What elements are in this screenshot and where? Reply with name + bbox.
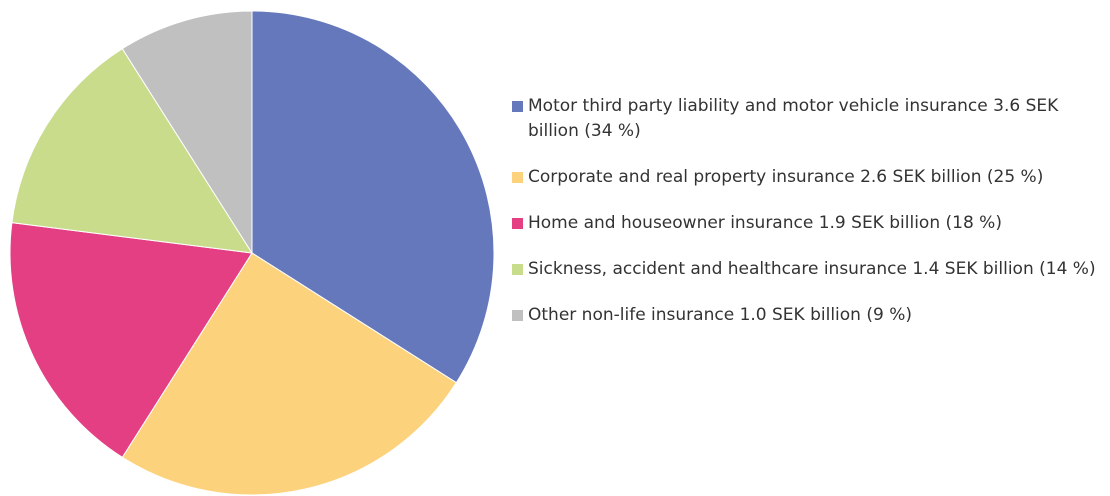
legend: Motor third party liability and motor ve… <box>512 94 1104 349</box>
pie-slice <box>121 10 253 255</box>
legend-item: Home and houseowner insurance 1.9 SEK bi… <box>512 211 1104 236</box>
legend-item: Corporate and real property insurance 2.… <box>512 165 1104 190</box>
legend-swatch <box>512 264 523 275</box>
pie-slice <box>9 222 253 459</box>
legend-swatch <box>512 218 523 229</box>
legend-item: Motor third party liability and motor ve… <box>512 94 1104 144</box>
pie-slice <box>11 47 253 254</box>
legend-item: Other non-life insurance 1.0 SEK billion… <box>512 303 1104 328</box>
legend-swatch <box>512 172 523 183</box>
chart <box>9 10 495 496</box>
pie-slice <box>121 252 458 496</box>
pie-slice <box>251 10 495 384</box>
legend-label: Corporate and real property insurance 2.… <box>528 167 1044 187</box>
legend-item: Sickness, accident and healthcare insura… <box>512 257 1104 282</box>
legend-swatch <box>512 310 523 321</box>
legend-label: Sickness, accident and healthcare insura… <box>528 259 1096 279</box>
legend-label: Home and houseowner insurance 1.9 SEK bi… <box>528 213 1002 233</box>
legend-label: Other non-life insurance 1.0 SEK billion… <box>528 305 912 325</box>
legend-swatch <box>512 101 523 112</box>
legend-label: Motor third party liability and motor ve… <box>528 96 1059 141</box>
